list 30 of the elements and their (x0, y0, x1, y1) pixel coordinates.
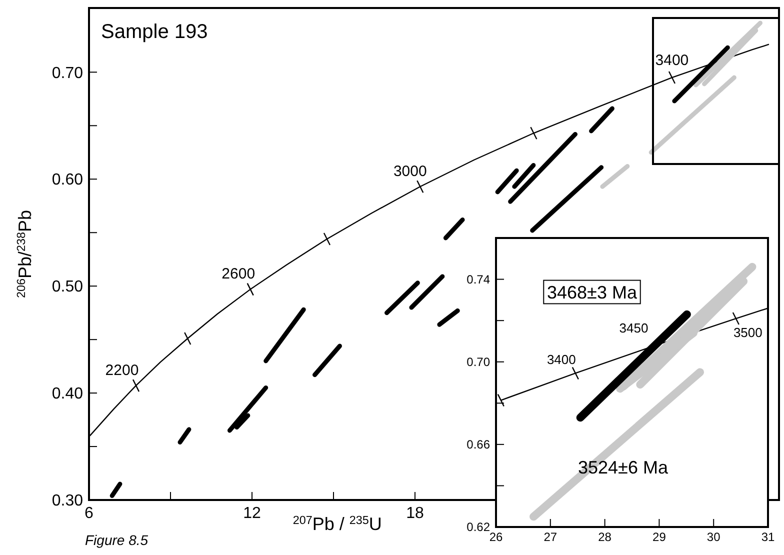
x-axis-title: $^{207}$Pb / $^{235}$U (292, 514, 382, 534)
x-tick-label: 6 (84, 505, 94, 522)
annotation: 3468±3 Ma (547, 282, 638, 302)
annotation: 3000 (393, 162, 427, 180)
annotation: 3400 (546, 352, 576, 367)
y-tick-label: 0.62 (466, 520, 490, 534)
annotation: 3500 (733, 325, 762, 340)
annotation: 2200 (105, 362, 139, 379)
x-tick-label: 30 (706, 530, 721, 544)
annotation: 3450 (619, 320, 648, 336)
x-tick-label: 27 (544, 530, 558, 544)
x-tick-label: 31 (761, 530, 775, 544)
caption: Figure 8.5 (85, 532, 148, 548)
y-tick-label: 0.74 (466, 272, 490, 286)
annotation: 2600 (222, 266, 256, 283)
y-tick-label: 0.40 (52, 386, 84, 403)
x-tick-label: 28 (598, 530, 612, 544)
text: Sample 193 (101, 21, 208, 43)
annotation: 3524±6 Ma (578, 457, 669, 478)
x-tick-label: 12 (243, 505, 261, 522)
y-tick-label: 0.70 (52, 64, 84, 82)
x-tick-label: 26 (489, 530, 503, 544)
annotation: 3400 (655, 52, 689, 69)
y-tick-label: 0.50 (52, 278, 84, 296)
y-tick-label: 0.30 (52, 492, 84, 510)
y-tick-label: 0.60 (52, 172, 84, 189)
x-tick-label: 29 (652, 530, 666, 544)
y-tick-label: 0.66 (466, 438, 490, 452)
y-tick-label: 0.70 (466, 355, 490, 370)
x-tick-label: 18 (406, 505, 424, 522)
